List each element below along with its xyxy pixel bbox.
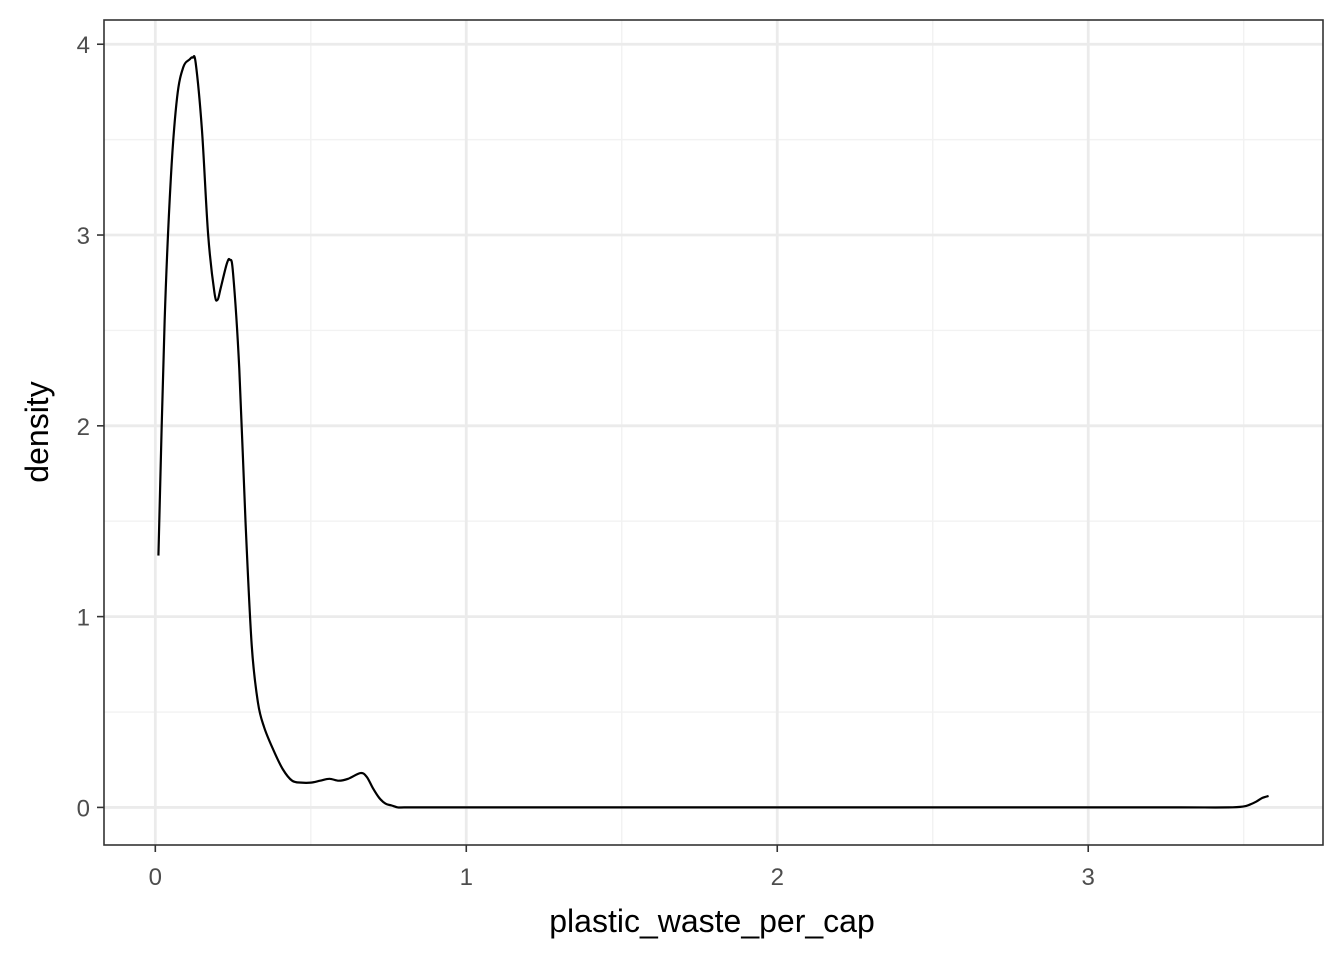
x-tick-label: 3	[1082, 864, 1095, 891]
x-axis-title: plastic_waste_per_cap	[549, 903, 875, 939]
y-axis-title: density	[19, 381, 55, 482]
panel-border	[103, 19, 1324, 846]
x-tick-label: 0	[149, 864, 162, 891]
y-tick-label: 0	[77, 795, 90, 822]
series-layer	[157, 55, 1269, 809]
density-line	[157, 55, 1269, 809]
x-axis: 0 1 2 3	[149, 845, 1095, 891]
y-tick-label: 1	[77, 605, 90, 632]
x-tick-label: 2	[771, 864, 784, 891]
minor-grid	[104, 20, 1323, 845]
y-tick-label: 4	[77, 32, 90, 59]
major-grid	[104, 20, 1323, 845]
y-axis: 0 1 2 3 4	[77, 32, 104, 822]
y-tick-label: 3	[77, 223, 90, 250]
x-tick-label: 1	[460, 864, 473, 891]
y-tick-label: 2	[77, 414, 90, 441]
